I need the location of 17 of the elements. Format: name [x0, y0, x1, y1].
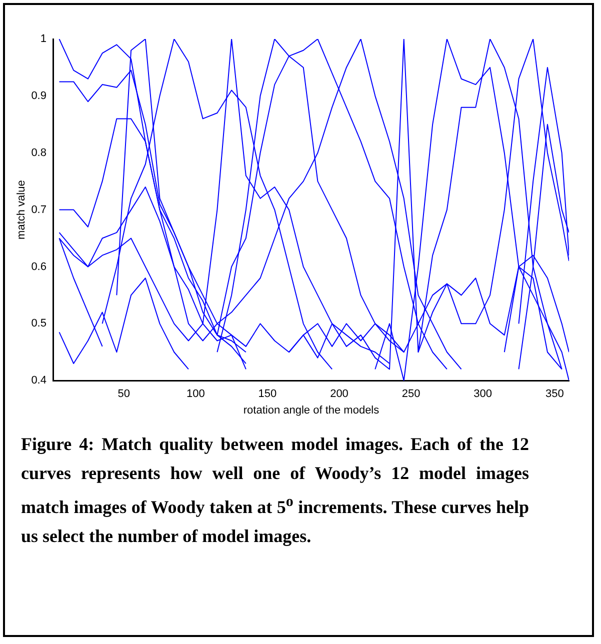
y-axis-title: match value [16, 180, 28, 240]
x-tick-label: 50 [118, 388, 130, 400]
y-tick-label: 0.8 [31, 146, 46, 159]
x-tick-label: 100 [186, 388, 205, 400]
y-tick-label: 1 [40, 33, 46, 46]
y-tick-label: 0.6 [31, 260, 46, 273]
caption: Figure 4: Match quality between model images. Each of the 12 curves represents how well one of Woody’s 12 model images match images of Woody taken at 5$^{o}$ increments. These curves help us select the number of model images. [21, 433, 529, 548]
y-tick-label: 0.9 [31, 90, 46, 102]
y-tick-label: 0.4 [31, 374, 46, 387]
x-tick-label: 200 [330, 388, 348, 400]
x-axis-title: rotation angle of the models [243, 404, 380, 416]
x-tick-label: 250 [402, 388, 420, 400]
x-tick-label: 300 [474, 388, 492, 400]
x-tick-label: 150 [258, 388, 277, 400]
y-tick-label: 0.7 [31, 204, 46, 216]
y-tick-label: 0.5 [31, 318, 46, 330]
x-tick-label: 350 [545, 388, 564, 400]
